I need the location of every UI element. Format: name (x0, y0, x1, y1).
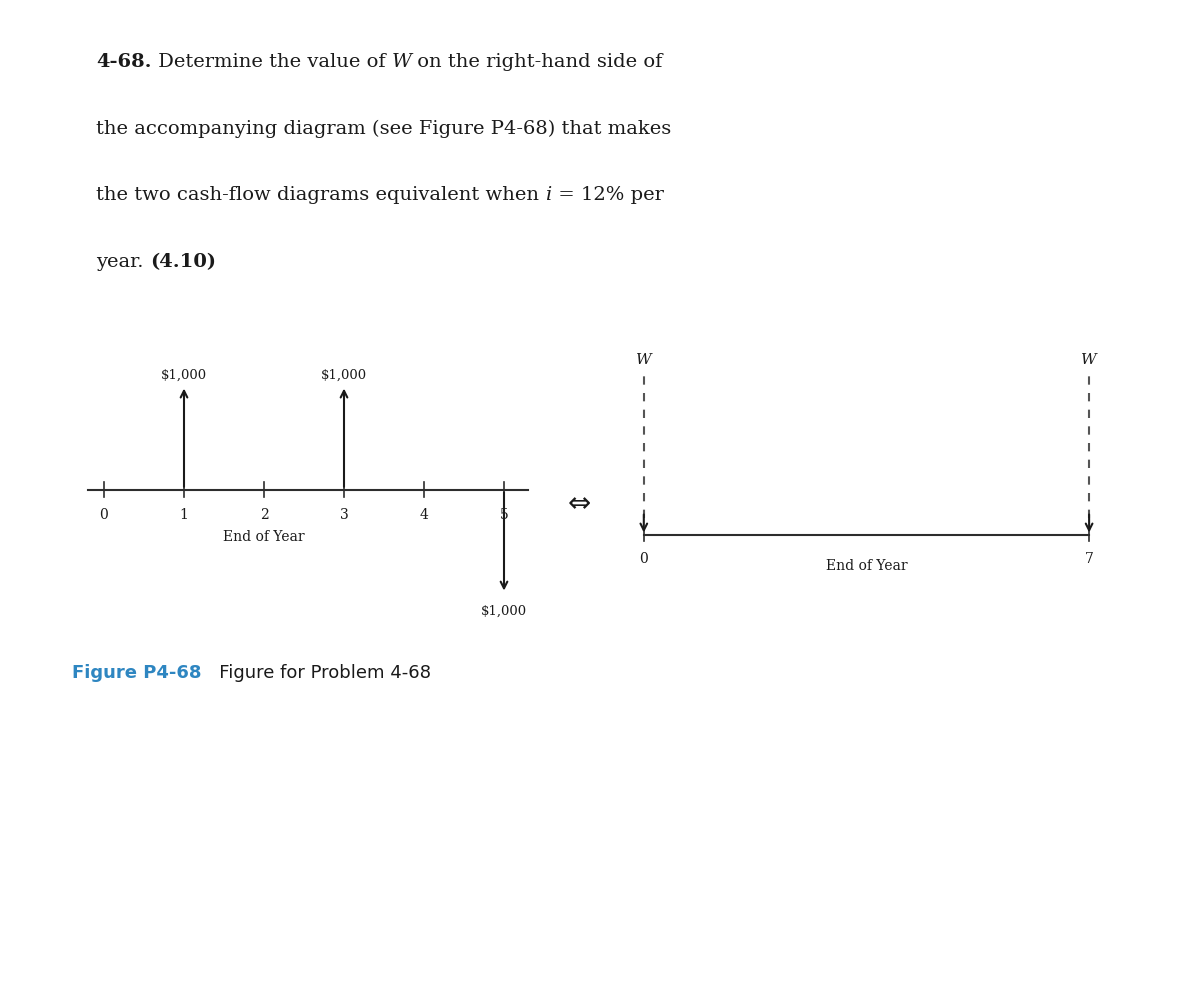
Text: year.: year. (96, 253, 150, 271)
Text: End of Year: End of Year (223, 530, 305, 544)
Text: W: W (391, 53, 412, 71)
Text: W: W (1081, 353, 1097, 367)
Text: 3: 3 (340, 508, 348, 522)
Text: = 12% per: = 12% per (552, 186, 664, 205)
Text: $1,000: $1,000 (161, 369, 208, 382)
Text: i: i (545, 186, 552, 205)
Text: 5: 5 (499, 508, 509, 522)
Text: 4-68.: 4-68. (96, 53, 151, 71)
Text: 7: 7 (1085, 553, 1093, 567)
Text: W: W (636, 353, 652, 367)
Text: Figure for Problem 4-68: Figure for Problem 4-68 (202, 664, 431, 681)
Text: the accompanying diagram (see Figure P4-68) that makes: the accompanying diagram (see Figure P4-… (96, 120, 671, 138)
Text: End of Year: End of Year (826, 559, 907, 573)
Text: 4: 4 (420, 508, 428, 522)
Text: 1: 1 (180, 508, 188, 522)
Text: (4.10): (4.10) (150, 253, 216, 271)
Text: Figure P4-68: Figure P4-68 (72, 664, 202, 681)
Text: 0: 0 (100, 508, 108, 522)
Text: $1,000: $1,000 (481, 604, 527, 617)
Text: 0: 0 (640, 553, 648, 567)
Text: on the right-hand side of: on the right-hand side of (412, 53, 662, 71)
Text: ⇔: ⇔ (568, 491, 590, 518)
Text: the two cash-flow diagrams equivalent when: the two cash-flow diagrams equivalent wh… (96, 186, 545, 205)
Text: Determine the value of: Determine the value of (151, 53, 391, 71)
Text: 2: 2 (259, 508, 269, 522)
Text: $1,000: $1,000 (320, 369, 367, 382)
